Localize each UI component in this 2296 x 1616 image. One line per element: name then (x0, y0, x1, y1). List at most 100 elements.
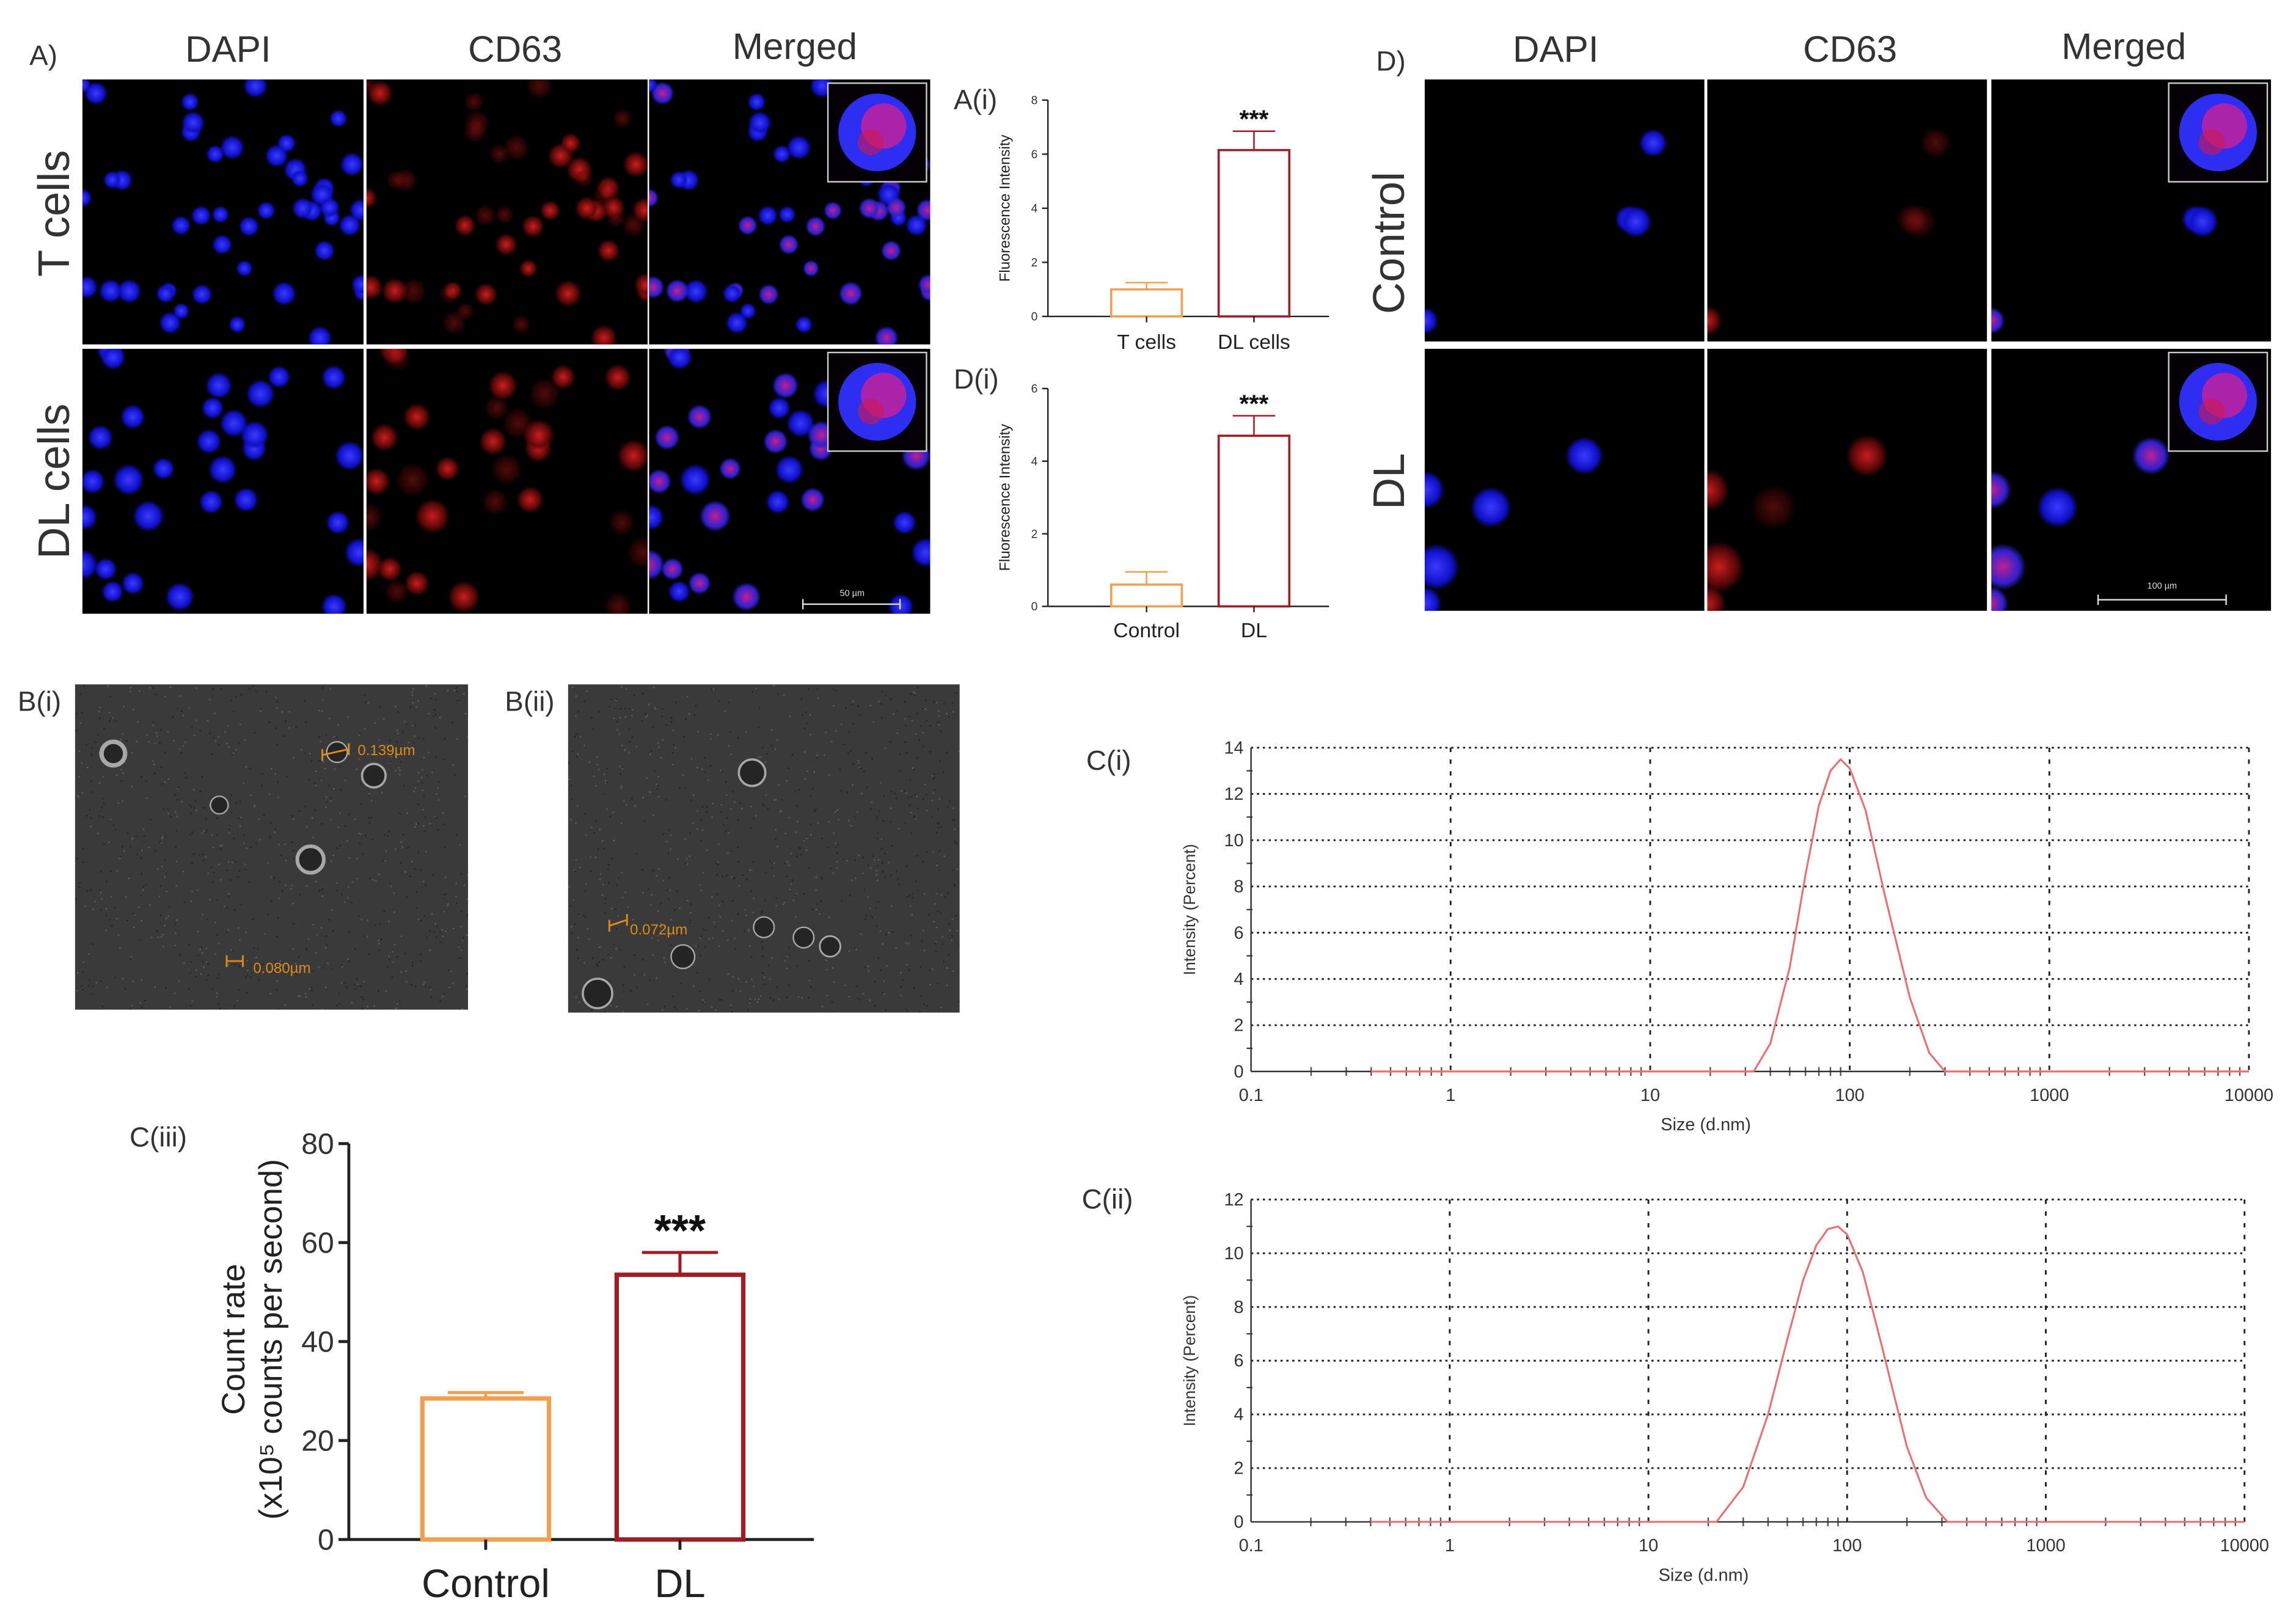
noise (791, 753, 794, 756)
noise (815, 909, 817, 911)
noise (309, 988, 311, 990)
noise (110, 870, 112, 872)
nucleus (308, 326, 332, 345)
y-tick-label: 60 (301, 1227, 334, 1260)
noise (167, 915, 170, 918)
noise (422, 781, 424, 784)
noise (152, 687, 154, 689)
nucleus (181, 92, 199, 111)
noise (748, 929, 750, 931)
cd63-signal (627, 536, 648, 569)
noise (294, 962, 297, 965)
noise (937, 710, 940, 712)
noise (670, 834, 672, 836)
noise (91, 791, 93, 794)
noise (872, 721, 875, 723)
cd63-signal (464, 92, 484, 112)
noise (238, 869, 241, 872)
noise (149, 904, 151, 906)
noise (881, 717, 883, 719)
noise (122, 978, 124, 980)
noise (920, 725, 923, 727)
merged-cell (772, 145, 791, 164)
noise (621, 871, 623, 874)
noise (176, 919, 178, 921)
noise (136, 853, 139, 855)
noise (855, 985, 857, 988)
noise (185, 777, 188, 779)
noise (590, 870, 592, 872)
noise (224, 731, 227, 733)
noise (904, 741, 906, 744)
vesicle (670, 944, 696, 970)
noise (820, 876, 822, 879)
noise (912, 893, 914, 895)
noise (867, 896, 869, 898)
noise (701, 768, 703, 770)
noise (722, 901, 724, 903)
noise (851, 703, 854, 706)
noise (206, 829, 208, 832)
noise (852, 784, 854, 786)
noise (854, 947, 856, 949)
cd63-signal (495, 233, 517, 256)
noise (571, 750, 574, 753)
noise (663, 957, 665, 959)
noise (788, 864, 791, 866)
noise (911, 720, 913, 722)
noise (397, 732, 400, 734)
noise (620, 788, 622, 790)
noise (699, 884, 701, 887)
noise (808, 959, 810, 962)
noise (174, 992, 176, 995)
noise (164, 781, 166, 783)
noise (175, 829, 178, 832)
noise (100, 871, 102, 873)
noise (658, 747, 660, 749)
noise (852, 762, 855, 765)
noise (615, 699, 617, 701)
noise (141, 776, 143, 778)
noise (119, 947, 121, 949)
noise (200, 946, 203, 948)
noise (82, 971, 85, 973)
noise (292, 923, 294, 925)
noise (909, 894, 911, 897)
noise (339, 844, 342, 847)
noise (843, 743, 846, 745)
noise (662, 739, 664, 741)
noise (390, 885, 392, 888)
noise (258, 979, 260, 981)
noise (338, 766, 340, 768)
noise (860, 933, 862, 935)
noise (246, 959, 249, 962)
noise (650, 750, 653, 752)
noise (261, 773, 264, 775)
noise (348, 857, 351, 859)
noise (410, 984, 412, 986)
noise (92, 909, 95, 910)
micrograph-canvas (366, 79, 648, 345)
noise (631, 736, 634, 739)
noise (749, 945, 751, 947)
noise (367, 1006, 368, 1008)
noise (821, 878, 823, 880)
merged-cell (649, 504, 664, 530)
noise (287, 968, 290, 970)
noise (744, 909, 747, 911)
x-tick-label: 1 (1446, 1086, 1455, 1105)
noise (78, 750, 81, 752)
noise (711, 688, 714, 690)
noise (268, 970, 271, 973)
noise (408, 741, 410, 744)
noise (832, 704, 835, 707)
noise (425, 985, 427, 987)
noise (653, 770, 656, 772)
noise (332, 854, 335, 857)
noise (202, 966, 205, 968)
noise (783, 694, 785, 696)
noise (417, 822, 419, 825)
noise (378, 739, 381, 741)
noise (213, 871, 214, 874)
